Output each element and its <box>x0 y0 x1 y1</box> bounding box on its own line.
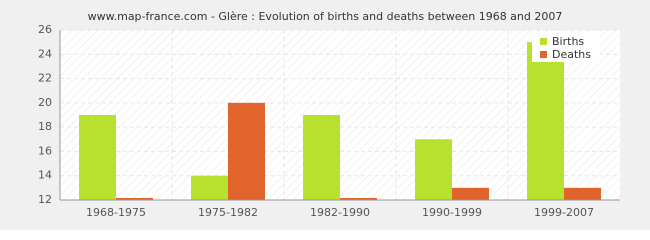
x-tick-label: 1968-1975 <box>86 206 146 219</box>
x-tick-label: 1990-1999 <box>422 206 482 219</box>
y-tick-label: 26 <box>38 23 52 36</box>
bar <box>527 42 564 201</box>
chart-title: www.map-france.com - Glère : Evolution o… <box>88 10 563 23</box>
bar <box>228 102 265 200</box>
y-tick-label: 12 <box>38 193 52 206</box>
y-tick-label: 24 <box>38 47 52 60</box>
y-tick-label: 18 <box>38 120 52 133</box>
bar <box>303 115 340 200</box>
bar <box>564 187 601 200</box>
bar <box>191 175 228 200</box>
bar <box>452 187 489 200</box>
bar <box>116 198 153 200</box>
legend-swatch <box>540 51 547 58</box>
legend-swatch <box>540 38 547 45</box>
x-tick-label: 1999-2007 <box>534 206 594 219</box>
bar <box>415 139 452 200</box>
legend-label: Deaths <box>552 48 591 61</box>
y-tick-label: 14 <box>38 169 52 182</box>
x-tick-label: 1975-1982 <box>198 206 258 219</box>
y-tick-label: 22 <box>38 72 52 85</box>
bar <box>340 198 377 200</box>
bar <box>79 115 116 200</box>
y-tick-label: 20 <box>38 96 52 109</box>
x-tick-label: 1982-1990 <box>310 206 370 219</box>
legend-label: Births <box>552 35 584 48</box>
y-tick-label: 16 <box>38 144 52 157</box>
chart: www.map-france.com - Glère : Evolution o… <box>0 0 650 230</box>
